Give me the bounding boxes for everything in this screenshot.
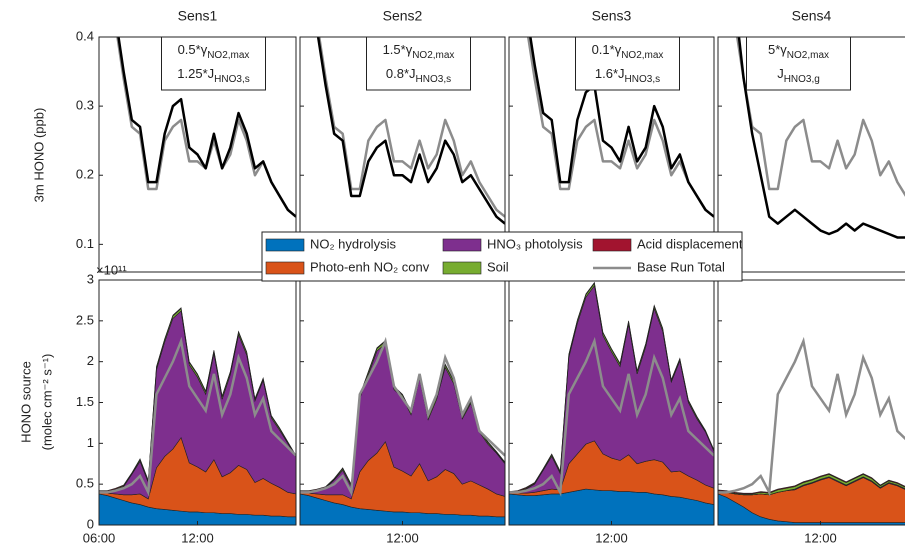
panel: [718, 336, 905, 525]
x-tick-label: 12:00: [181, 530, 214, 545]
panel: [509, 281, 714, 525]
line: [526, 37, 714, 218]
panel-title: Sens4: [792, 8, 832, 24]
annotation: 1.6*JHNO3,s: [595, 66, 660, 84]
y-tick-label: 0.4: [76, 28, 94, 43]
area: [99, 307, 296, 492]
panel: [116, 37, 296, 218]
annotation: JHNO3,g: [777, 66, 820, 84]
annotation-part: NO2,max: [207, 50, 249, 61]
line: [718, 336, 905, 497]
annotation-part: 5*γ: [768, 42, 787, 57]
line: [509, 336, 714, 497]
annotation-part: J: [777, 66, 784, 81]
legend: [261, 231, 743, 282]
legend-label: Photo-enh NO₂ conv: [310, 259, 430, 274]
panel: [526, 37, 714, 218]
annotation: 0.1*γNO2,max: [592, 42, 664, 60]
legend-swatch: [265, 238, 305, 252]
area: [509, 281, 714, 493]
legend-label: Soil: [487, 259, 509, 274]
panel: [316, 37, 505, 225]
y-tick-label: 0: [87, 516, 94, 531]
annotation: 1.25*JHNO3,s: [177, 66, 249, 84]
y-axis-label: HONO source: [18, 361, 33, 443]
annotation-part: 0.5*γ: [178, 42, 208, 57]
annotation: 0.5*γNO2,max: [178, 42, 250, 60]
annotation-part: 0.1*γ: [592, 42, 622, 57]
panel: [735, 37, 905, 239]
annotation-part: 1.5*γ: [383, 42, 413, 57]
annotation-part: NO2,max: [787, 50, 829, 61]
annotation-part: HNO3,s: [214, 74, 250, 85]
x-tick-label: 12:00: [804, 530, 837, 545]
y-tick-label: 2: [87, 353, 94, 368]
legend-label: HNO₃ photolysis: [487, 236, 583, 251]
annotation: 1.5*γNO2,max: [383, 42, 455, 60]
panel: [99, 307, 296, 525]
annotation-part: 1.25*J: [177, 66, 214, 81]
legend-label: Acid displacement: [637, 236, 743, 251]
x-tick-label: 06:00: [83, 530, 116, 545]
x-tick-label: 12:00: [595, 530, 628, 545]
legend-swatch: [442, 261, 482, 275]
y-scale-label: ×10¹¹: [96, 262, 127, 277]
line: [300, 336, 505, 497]
annotation-part: 0.8*J: [386, 66, 416, 81]
line: [735, 37, 905, 197]
line: [116, 37, 296, 218]
y-tick-label: 0.5: [76, 476, 94, 491]
line: [316, 37, 505, 225]
area: [718, 473, 905, 495]
annotation-box: [161, 36, 266, 91]
panel-title: Sens3: [592, 8, 632, 24]
line: [99, 336, 296, 497]
panel-title: Sens1: [178, 8, 218, 24]
legend-swatch: [592, 238, 632, 252]
annotation-box: [575, 36, 680, 91]
y-tick-label: 0.1: [76, 236, 94, 251]
annotation-box: [366, 36, 471, 91]
x-tick-label: 12:00: [386, 530, 419, 545]
y-tick-label: 0.3: [76, 98, 94, 113]
annotation-part: HNO3,s: [625, 74, 661, 85]
y-tick-label: 2.5: [76, 312, 94, 327]
annotation-part: NO2,max: [412, 50, 454, 61]
y-tick-label: 0.2: [76, 167, 94, 182]
legend-swatch: [265, 261, 305, 275]
legend-label: NO₂ hydrolysis: [310, 236, 396, 251]
y-tick-label: 3: [87, 271, 94, 286]
annotation: 0.8*JHNO3,s: [386, 66, 451, 84]
line: [737, 37, 905, 239]
y-tick-label: 1.5: [76, 394, 94, 409]
y-tick-label: 1: [87, 435, 94, 450]
annotation-part: 1.6*J: [595, 66, 625, 81]
annotation: 5*γNO2,max: [768, 42, 829, 60]
panel: [300, 336, 505, 525]
panel-title: Sens2: [383, 8, 423, 24]
annotation-part: HNO3,g: [784, 74, 820, 85]
line: [529, 37, 714, 218]
line: [117, 37, 296, 218]
y-axis-label: (molec cm⁻² s⁻¹): [39, 354, 54, 451]
annotation-part: HNO3,s: [416, 74, 452, 85]
annotation-box: [746, 36, 851, 91]
y-axis-label: 3m HONO (ppb): [31, 108, 46, 203]
legend-swatch: [442, 238, 482, 252]
legend-label: Base Run Total: [637, 259, 725, 274]
annotation-part: NO2,max: [621, 50, 663, 61]
